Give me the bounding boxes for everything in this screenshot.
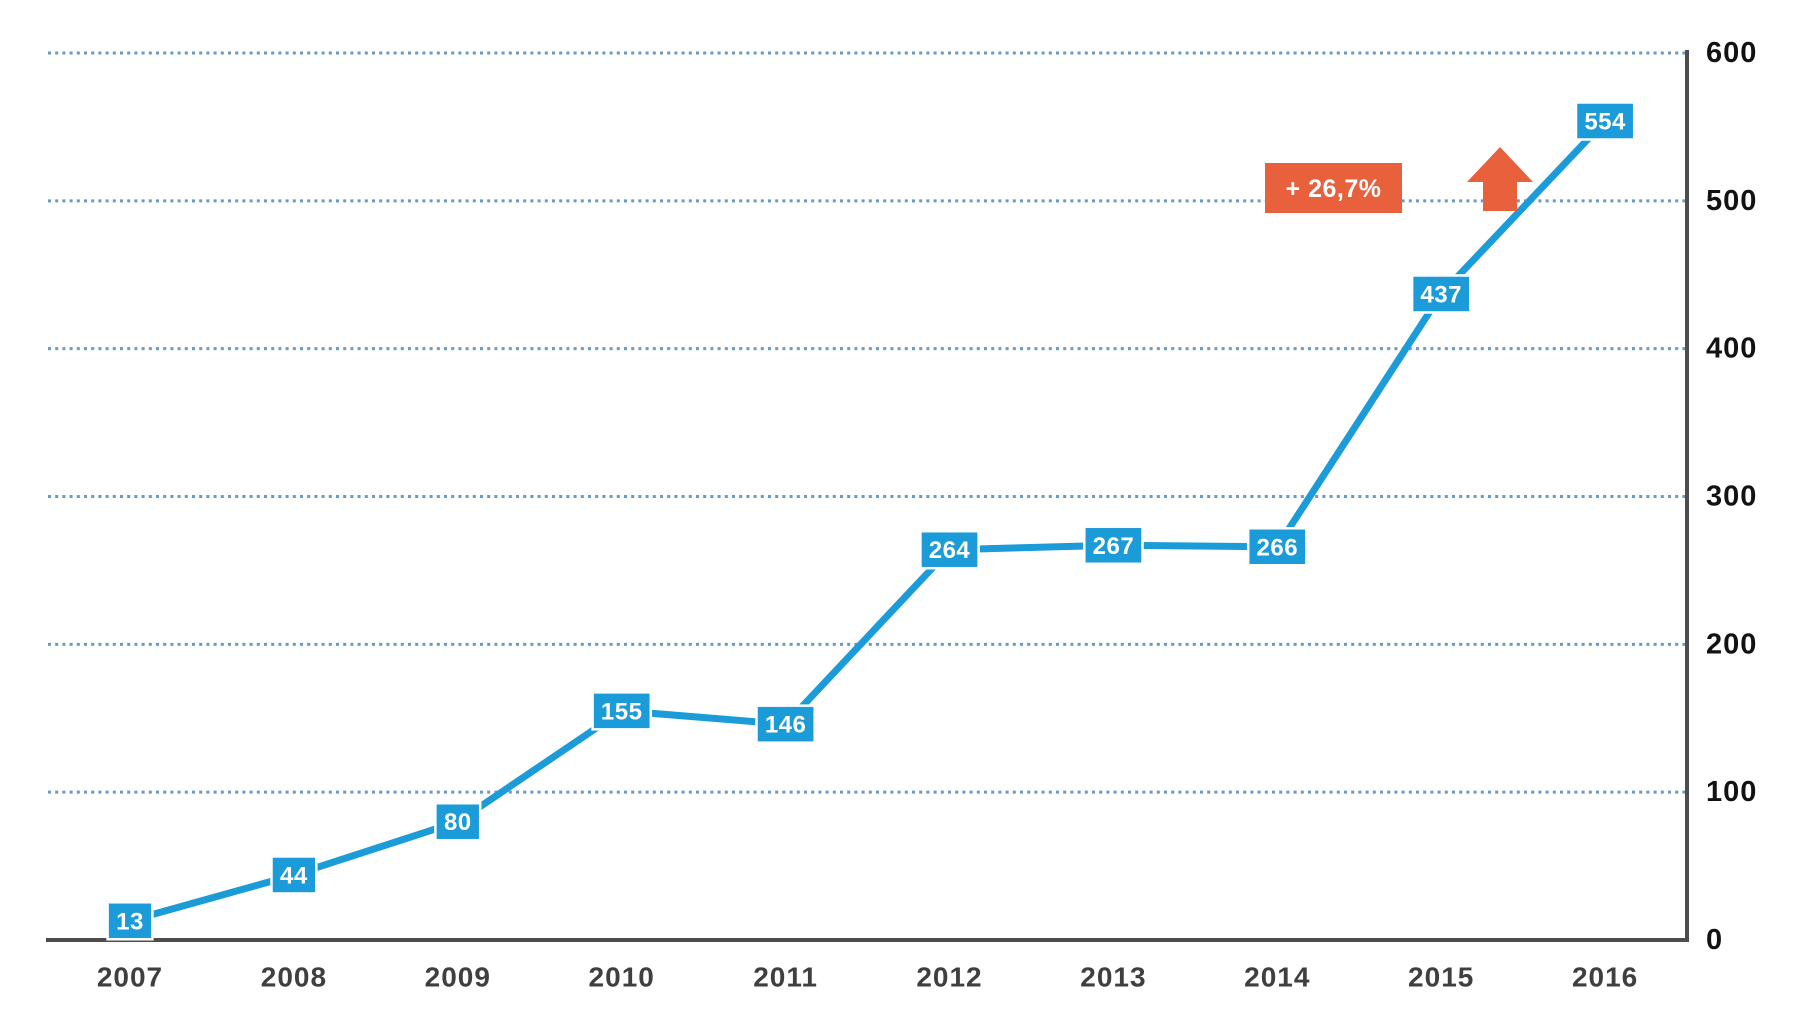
growth-badge <box>1265 163 1402 213</box>
x-tick-label-2015: 2015 <box>1408 962 1474 993</box>
value-label: 437 <box>1420 281 1462 308</box>
data-point-2010: 155 <box>591 691 653 731</box>
data-point-2015: 437 <box>1410 274 1472 314</box>
value-label-box <box>591 691 653 731</box>
data-point-2011: 146 <box>755 704 816 744</box>
value-label-box <box>270 855 318 895</box>
value-label-box <box>106 901 154 941</box>
value-label-box <box>434 801 482 842</box>
data-point-2007: 13 <box>106 901 154 941</box>
y-tick-label-600: 600 <box>1706 37 1757 69</box>
data-point-2009: 80 <box>434 801 482 842</box>
y-tick-label-200: 200 <box>1706 628 1757 660</box>
value-label: 266 <box>1257 534 1299 561</box>
value-label-box <box>1246 527 1308 567</box>
value-label: 146 <box>765 712 807 739</box>
value-label: 267 <box>1093 533 1135 560</box>
x-tick-label-2016: 2016 <box>1572 962 1638 993</box>
y-tick-label-400: 400 <box>1706 333 1757 365</box>
series-line <box>129 118 1608 925</box>
value-label: 155 <box>601 698 643 725</box>
x-tick-label-2009: 2009 <box>425 962 491 993</box>
value-label-box <box>1574 101 1636 141</box>
value-label-box <box>755 704 816 744</box>
data-point-2012: 264 <box>919 529 980 570</box>
x-tick-label-2014: 2014 <box>1244 962 1310 993</box>
x-tick-label-2011: 2011 <box>753 962 818 993</box>
data-point-2008: 44 <box>270 855 318 895</box>
data-point-2014: 266 <box>1246 527 1308 567</box>
value-label: 44 <box>280 862 308 889</box>
y-tick-label-100: 100 <box>1706 776 1757 808</box>
x-tick-label-2008: 2008 <box>261 962 327 993</box>
value-label-box <box>1410 274 1472 314</box>
value-label: 80 <box>444 809 472 836</box>
y-tick-label-0: 0 <box>1706 924 1723 956</box>
x-tick-label-2007: 2007 <box>97 962 163 993</box>
x-tick-label-2012: 2012 <box>916 962 982 993</box>
data-point-2016: 554 <box>1574 101 1636 141</box>
data-point-2013: 267 <box>1083 525 1144 566</box>
value-label: 554 <box>1584 109 1626 136</box>
x-tick-label-2013: 2013 <box>1080 962 1146 993</box>
growth-badge-label: + 26,7% <box>1286 175 1382 203</box>
y-tick-label-500: 500 <box>1706 185 1757 217</box>
x-tick-label-2010: 2010 <box>589 962 655 993</box>
value-label-box <box>1083 525 1144 566</box>
value-label: 13 <box>116 908 144 935</box>
up-arrow-icon <box>1467 147 1533 211</box>
y-tick-label-300: 300 <box>1706 481 1757 513</box>
value-label-box <box>919 529 980 570</box>
value-label: 264 <box>929 537 971 564</box>
